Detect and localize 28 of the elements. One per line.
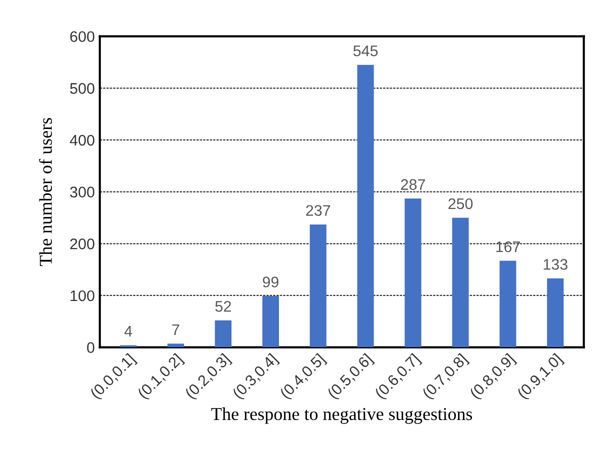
y-tick-label: 500	[70, 83, 94, 94]
y-axis-title: The number of users	[39, 118, 52, 266]
bar	[357, 64, 374, 348]
bar	[167, 344, 184, 348]
bar	[547, 278, 564, 348]
data-label: 52	[215, 300, 231, 312]
bar	[500, 260, 516, 348]
data-label: 237	[306, 205, 330, 216]
data-label: 99	[262, 276, 278, 288]
bar	[214, 320, 232, 348]
y-tick-label: 100	[70, 290, 94, 302]
data-label: 167	[496, 241, 520, 252]
data-label: 250	[448, 198, 473, 210]
y-tick-label: 200	[70, 238, 94, 250]
data-label: 7	[172, 324, 180, 335]
bar	[404, 198, 422, 348]
data-label: 4	[124, 326, 132, 337]
x-axis-title: The respone to negative suggestions	[211, 407, 472, 424]
data-label: 133	[544, 258, 568, 270]
data-label: 287	[401, 179, 425, 190]
y-tick-label: 300	[70, 186, 94, 198]
bar	[262, 296, 279, 348]
data-label: 545	[353, 46, 378, 56]
y-tick-label: 400	[70, 134, 94, 146]
y-tick-label: 0	[87, 342, 94, 353]
bar	[310, 224, 326, 348]
y-tick-label: 600	[70, 31, 94, 42]
bar	[452, 218, 469, 348]
